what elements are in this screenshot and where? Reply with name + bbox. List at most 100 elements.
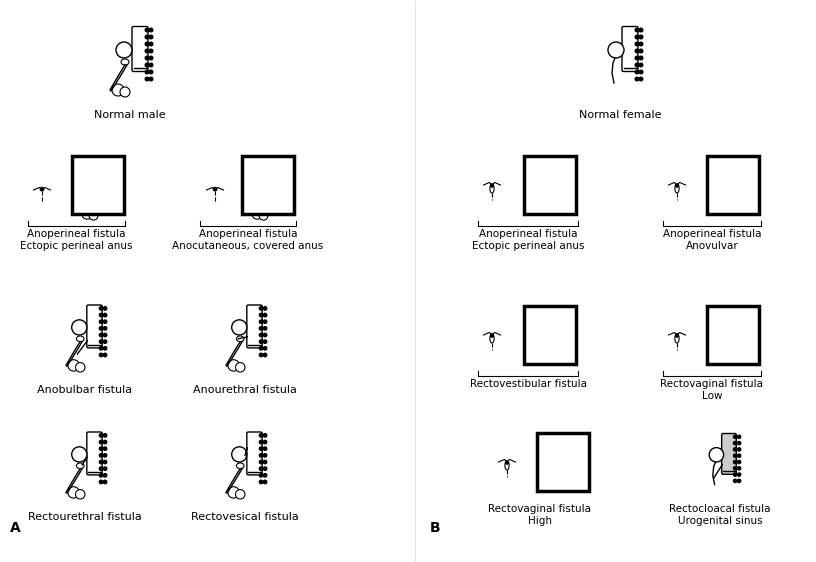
Circle shape (738, 473, 741, 476)
Circle shape (116, 183, 118, 187)
Circle shape (104, 314, 107, 317)
Circle shape (738, 435, 741, 438)
Circle shape (747, 315, 750, 318)
Bar (242, 156, 294, 214)
FancyBboxPatch shape (721, 433, 736, 474)
Circle shape (112, 190, 115, 193)
Circle shape (100, 320, 103, 323)
Circle shape (747, 202, 750, 206)
Text: A: A (10, 521, 20, 535)
Circle shape (100, 481, 103, 484)
Circle shape (104, 353, 107, 357)
Circle shape (567, 346, 570, 349)
Circle shape (236, 490, 245, 499)
Circle shape (100, 454, 103, 457)
Circle shape (104, 347, 107, 350)
Circle shape (751, 308, 754, 311)
Circle shape (639, 70, 643, 74)
Circle shape (564, 308, 567, 311)
Circle shape (104, 460, 107, 464)
Circle shape (213, 188, 217, 191)
Circle shape (264, 447, 267, 450)
Circle shape (738, 442, 741, 445)
Circle shape (564, 177, 567, 180)
Text: Rectovaginal fistula
High: Rectovaginal fistula High (489, 504, 592, 525)
Circle shape (580, 448, 583, 451)
Circle shape (738, 454, 741, 457)
Circle shape (286, 158, 289, 161)
Circle shape (506, 461, 508, 464)
Circle shape (635, 56, 639, 60)
Circle shape (104, 474, 107, 477)
Circle shape (259, 333, 263, 337)
Circle shape (264, 340, 267, 343)
Circle shape (259, 353, 263, 357)
Circle shape (567, 308, 570, 311)
Circle shape (580, 473, 583, 476)
Circle shape (259, 460, 263, 464)
FancyBboxPatch shape (734, 306, 749, 347)
Bar (72, 156, 124, 214)
Circle shape (100, 447, 103, 450)
Circle shape (259, 467, 263, 470)
Circle shape (751, 315, 754, 318)
Circle shape (747, 158, 750, 161)
Circle shape (259, 447, 263, 450)
Text: Rectovestibular fistula: Rectovestibular fistula (469, 379, 587, 389)
Circle shape (576, 435, 579, 438)
Circle shape (751, 158, 754, 161)
Circle shape (259, 441, 263, 444)
Text: Anoperineal fistula
Ectopic perineal anus: Anoperineal fistula Ectopic perineal anu… (472, 229, 584, 251)
Circle shape (722, 171, 737, 185)
Circle shape (747, 346, 750, 349)
Text: Normal female: Normal female (579, 110, 661, 120)
Text: Normal male: Normal male (94, 110, 166, 120)
Circle shape (259, 314, 263, 317)
Circle shape (259, 347, 263, 350)
Circle shape (751, 352, 754, 356)
Circle shape (747, 165, 750, 167)
Circle shape (580, 479, 583, 483)
FancyBboxPatch shape (100, 156, 114, 197)
Circle shape (145, 56, 149, 60)
Circle shape (286, 171, 289, 174)
Circle shape (89, 211, 98, 220)
Circle shape (116, 190, 118, 193)
Bar (537, 433, 589, 491)
Circle shape (635, 63, 639, 67)
Circle shape (747, 183, 750, 187)
Circle shape (567, 315, 570, 318)
Circle shape (264, 467, 267, 470)
Circle shape (580, 454, 583, 457)
Text: B: B (430, 521, 441, 535)
Circle shape (104, 320, 107, 323)
Circle shape (104, 307, 107, 310)
Circle shape (149, 77, 153, 81)
Circle shape (116, 165, 118, 167)
Circle shape (82, 209, 92, 219)
Circle shape (112, 196, 115, 199)
Bar (524, 306, 576, 364)
Circle shape (116, 202, 118, 206)
Circle shape (264, 347, 267, 350)
Ellipse shape (490, 334, 494, 343)
Circle shape (751, 202, 754, 206)
Circle shape (567, 333, 570, 337)
Circle shape (282, 158, 285, 161)
Circle shape (104, 340, 107, 343)
Circle shape (580, 460, 583, 464)
Ellipse shape (260, 186, 267, 191)
Circle shape (564, 158, 567, 161)
Circle shape (639, 35, 643, 39)
Circle shape (747, 308, 750, 311)
FancyBboxPatch shape (132, 26, 148, 71)
Circle shape (576, 473, 579, 476)
Circle shape (145, 77, 149, 81)
Circle shape (259, 320, 263, 323)
Circle shape (100, 353, 103, 357)
Circle shape (751, 177, 754, 180)
Circle shape (264, 333, 267, 337)
Circle shape (255, 171, 270, 185)
FancyBboxPatch shape (86, 432, 102, 475)
Circle shape (567, 183, 570, 187)
